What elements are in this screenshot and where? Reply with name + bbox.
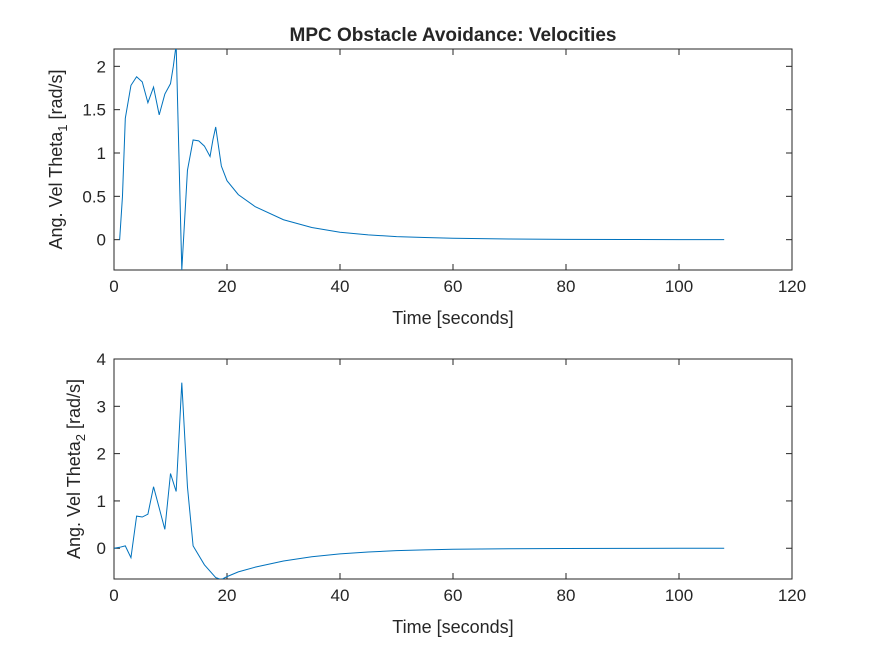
y-tick-label: 0 — [97, 539, 106, 558]
y-axis-label-main: Ang. Vel Theta — [64, 440, 84, 559]
subplot-top: 0 20 40 60 80 100 120 0 0.5 1 1.5 2 Time [seconds] An… — [46, 48, 806, 328]
y-tick-label: 1.5 — [82, 101, 106, 120]
y-tick-label: 0 — [97, 231, 106, 250]
x-tick-label: 120 — [778, 277, 806, 296]
x-tick-label: 0 — [109, 586, 118, 605]
y-tick-label: 1 — [97, 492, 106, 511]
plot-area — [113, 358, 793, 580]
x-tick-label: 60 — [444, 586, 463, 605]
x-axis-label: Time [seconds] — [392, 617, 513, 637]
subplot-bottom: 0 20 40 60 80 100 120 0 1 2 3 4 Time [seconds] Ang. V… — [64, 350, 806, 637]
series-line-1 — [114, 382, 725, 579]
x-tick-label: 100 — [665, 586, 693, 605]
y-axis-label: Ang. Vel Theta1 [rad/s] — [46, 69, 70, 249]
x-tick-label: 40 — [331, 586, 350, 605]
y-axis-label-unit: [rad/s] — [46, 69, 66, 124]
y-axis-label-main: Ang. Vel Theta — [46, 131, 66, 250]
series-line-1 — [119, 49, 725, 270]
y-axis-label: Ang. Vel Theta2 [rad/s] — [64, 379, 88, 559]
y-tick-label: 0.5 — [82, 187, 106, 206]
x-tick-label: 120 — [778, 586, 806, 605]
plot-area — [113, 48, 793, 271]
y-tick-label: 2 — [97, 57, 106, 76]
y-tick-label: 1 — [97, 144, 106, 163]
y-axis-label-unit: [rad/s] — [64, 379, 84, 434]
y-axis-label-subscript: 2 — [73, 434, 88, 441]
x-tick-label: 20 — [218, 277, 237, 296]
x-tick-label: 20 — [218, 586, 237, 605]
y-axis-label-subscript: 1 — [55, 125, 70, 132]
y-tick-label: 4 — [97, 350, 106, 369]
x-tick-label: 0 — [109, 277, 118, 296]
x-axis-label: Time [seconds] — [392, 308, 513, 328]
x-tick-label: 40 — [331, 277, 350, 296]
figure-title: MPC Obstacle Avoidance: Velocities — [290, 25, 617, 46]
x-tick-label: 100 — [665, 277, 693, 296]
x-tick-label: 80 — [557, 586, 576, 605]
y-tick-label: 2 — [97, 445, 106, 464]
y-tick-label: 3 — [97, 397, 106, 416]
x-tick-label: 60 — [444, 277, 463, 296]
x-tick-label: 80 — [557, 277, 576, 296]
